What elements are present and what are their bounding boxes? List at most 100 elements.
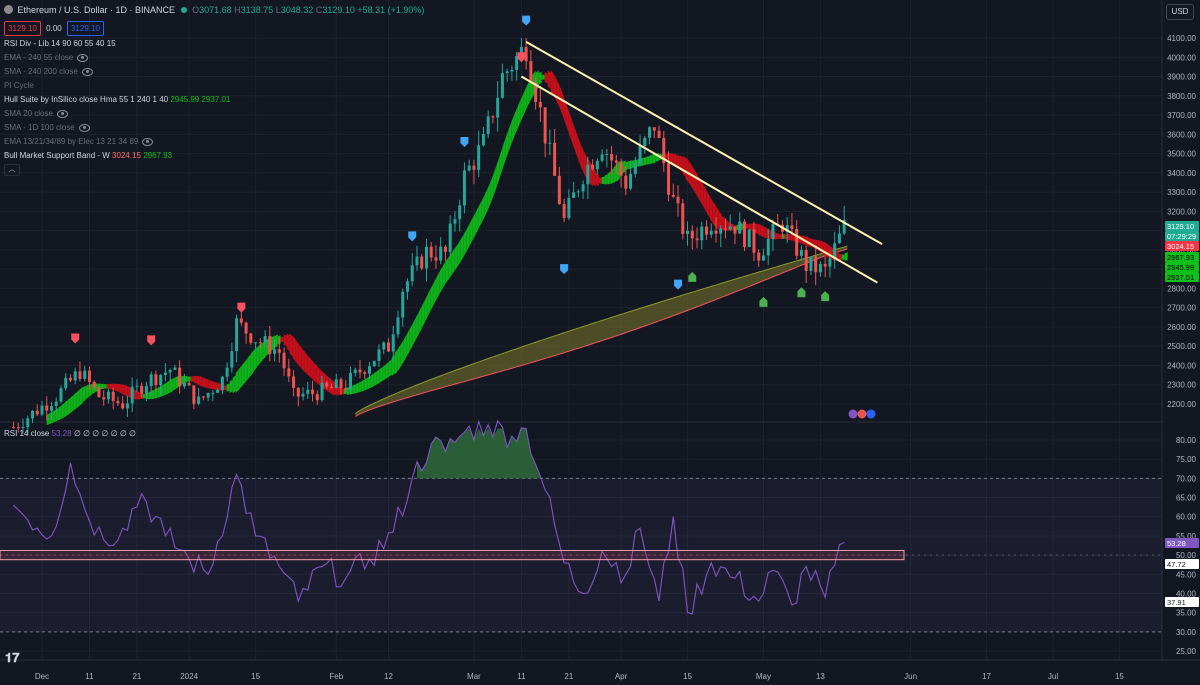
hull-suite-segment: [70, 395, 74, 413]
hull-suite-segment: [469, 217, 473, 246]
eye-hidden-icon[interactable]: [81, 67, 93, 76]
hull-suite-segment: [346, 386, 350, 395]
bid-price-box[interactable]: 3129.10: [4, 21, 41, 36]
candle-body: [453, 219, 457, 224]
candle-body: [187, 382, 191, 386]
time-tick-label: 17: [982, 672, 991, 681]
hull-suite-segment: [427, 288, 431, 317]
candle-body: [605, 153, 609, 155]
indicator-row[interactable]: PI Cycle: [4, 80, 34, 91]
candle-body: [54, 401, 58, 407]
hull-suite-segment: [406, 329, 410, 357]
event-icon: [848, 409, 858, 419]
indicator-row[interactable]: SMA 20 close: [4, 108, 68, 119]
rsi-tick-label: 40.00: [1176, 589, 1197, 598]
hull-suite-segment: [394, 349, 398, 375]
indicator-row[interactable]: Bull Market Support Band - W 3024.15 296…: [4, 150, 172, 161]
bmsb-sma-badge-bg: [1165, 241, 1199, 251]
candle-body: [401, 291, 405, 318]
hull-suite-segment: [412, 317, 416, 346]
candle-body: [216, 389, 220, 393]
tradingview-logo[interactable]: 𝟏𝟕: [5, 650, 20, 665]
countdown-badge-bg: [1165, 231, 1199, 241]
candle-body: [439, 246, 443, 261]
indicator-row[interactable]: SMA - 1D 100 close: [4, 122, 90, 133]
hull-suite-segment: [280, 337, 284, 342]
hull-suite-segment: [514, 106, 518, 136]
indicator-row[interactable]: EMA 13/21/34/89 by Elec 13 21 34 89: [4, 136, 154, 147]
collapse-legend-button[interactable]: ︿: [4, 164, 20, 176]
candle-body: [648, 127, 652, 138]
hull-suite-segment: [433, 277, 437, 305]
hull-suite-segment: [721, 215, 725, 232]
indicator-row[interactable]: EMA - 240 55 close: [4, 52, 89, 63]
candle-body: [268, 336, 272, 354]
blue-signal-marker-icon: [460, 137, 469, 148]
symbol-legend[interactable]: Ethereum / U.S. Dollar · 1D · BINANCE O3…: [4, 5, 424, 16]
hull-suite-segment: [382, 364, 386, 381]
candle-body: [752, 229, 756, 253]
candle-body: [576, 191, 580, 193]
ask-price-box[interactable]: 3129.10: [66, 21, 104, 36]
hull-suite-segment: [523, 86, 527, 115]
candle-body: [809, 256, 813, 271]
candle-body: [662, 137, 666, 164]
eye-hidden-icon[interactable]: [56, 109, 68, 118]
hull-suite-segment: [757, 223, 761, 236]
candle-body: [747, 229, 751, 247]
indicator-row[interactable]: SMA - 240 200 close: [4, 66, 93, 77]
hull-suite-segment: [472, 212, 476, 240]
hull-suite-segment: [208, 380, 212, 389]
candle-body: [21, 427, 25, 429]
hull-suite-segment: [607, 171, 611, 185]
rsi-legend[interactable]: RSI 14 close 53.28 ∅ ∅ ∅ ∅ ∅ ∅ ∅: [4, 428, 136, 439]
hull-suite-segment: [646, 156, 650, 165]
hull-suite-segment: [109, 383, 113, 390]
candle-body: [510, 69, 514, 72]
hull-suite-segment: [466, 223, 470, 252]
eye-hidden-icon[interactable]: [78, 123, 90, 132]
currency-button[interactable]: USD: [1166, 4, 1194, 20]
candle-body: [368, 366, 372, 374]
hull-suite-segment: [577, 136, 581, 167]
hull-suite-segment: [217, 383, 221, 391]
candle-body: [31, 410, 35, 419]
indicator-row[interactable]: RSI Div - Lib 14 90 60 55 40 15: [4, 38, 116, 49]
price-tick-label: 2400.00: [1167, 361, 1196, 370]
bmsb-ema-line: [355, 248, 848, 417]
candle-body: [733, 226, 737, 234]
hull-suite-segment: [328, 377, 332, 395]
hull-suite-segment: [649, 154, 653, 165]
hull-suite-segment: [511, 113, 515, 144]
candle-body: [614, 160, 618, 163]
hull-suite-segment: [163, 382, 167, 396]
red-signal-marker-icon: [147, 335, 156, 346]
hull-suite-segment: [184, 375, 188, 383]
candle-body: [600, 154, 604, 161]
price-tick-label: 2200.00: [1167, 400, 1196, 409]
hull-suite-segment: [397, 344, 401, 372]
indicator-row[interactable]: Hull Suite by InSilico close Hma 55 1 24…: [4, 94, 230, 105]
price-tick-label: 4000.00: [1167, 53, 1196, 62]
hull-suite-segment: [823, 241, 827, 257]
ohlc-open-label: O: [192, 5, 200, 15]
candle-body: [64, 377, 68, 389]
rsi-tick-label: 35.00: [1176, 609, 1197, 618]
hull-suite-segment: [517, 99, 521, 129]
candle-body: [116, 400, 120, 404]
ethereum-logo-icon: [4, 5, 13, 14]
hull-suite-segment: [64, 400, 68, 418]
hull-suite-segment: [355, 382, 359, 394]
hull-suite-segment: [670, 152, 674, 164]
eye-hidden-icon[interactable]: [77, 53, 89, 62]
hull-suite-segment: [352, 384, 356, 394]
eye-hidden-icon[interactable]: [142, 137, 154, 146]
candle-body: [334, 379, 338, 389]
hull-suite-segment: [307, 355, 311, 378]
bmsb-sma-line: [355, 245, 848, 415]
rsi-tick-label: 50.00: [1176, 551, 1197, 560]
hull-suite-segment: [826, 243, 830, 259]
hull-suite-segment: [493, 164, 497, 196]
candle-body: [87, 370, 91, 382]
